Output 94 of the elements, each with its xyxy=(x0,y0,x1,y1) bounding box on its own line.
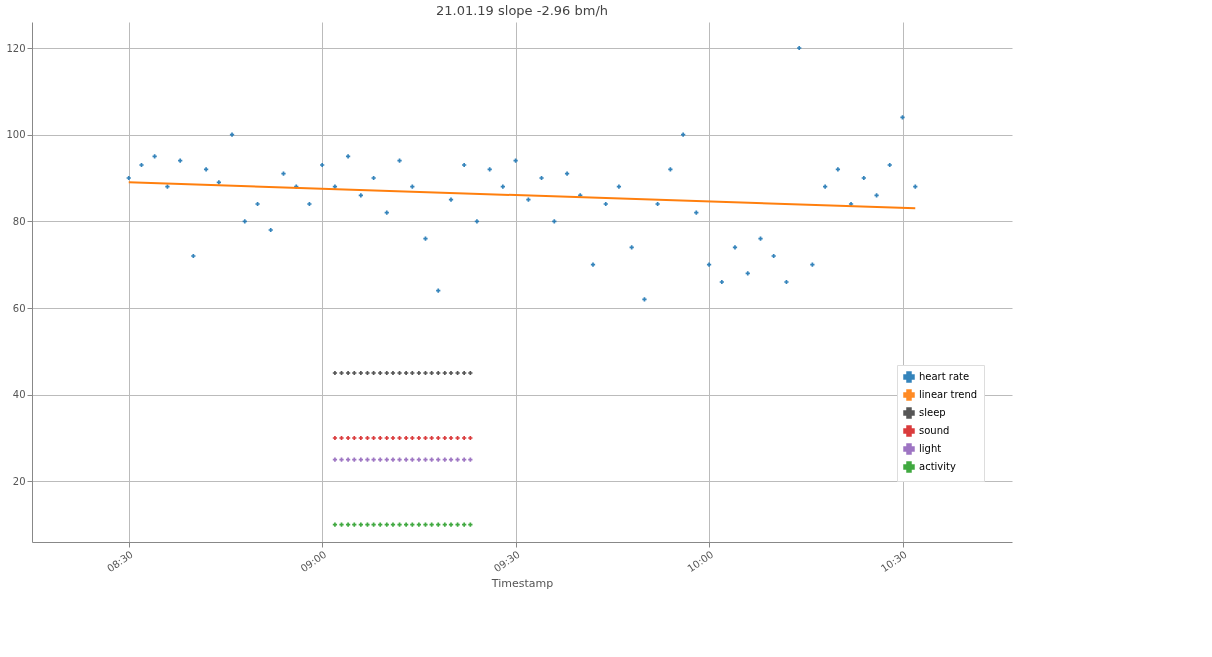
point xyxy=(345,522,351,527)
legend-label: sound xyxy=(919,425,950,436)
legend-label: activity xyxy=(919,461,956,472)
point xyxy=(436,522,441,527)
point xyxy=(442,435,447,441)
point xyxy=(378,370,383,376)
point xyxy=(404,370,409,376)
legend-label: linear trend xyxy=(919,389,978,400)
point xyxy=(339,457,344,462)
point xyxy=(365,457,370,462)
point xyxy=(429,522,434,527)
point xyxy=(358,370,363,376)
point xyxy=(397,370,402,376)
point xyxy=(365,370,370,376)
legend-label: heart rate xyxy=(919,371,970,382)
y-tick-label: 60 xyxy=(12,302,26,314)
point xyxy=(352,435,357,441)
point xyxy=(416,457,422,462)
point xyxy=(462,435,467,441)
point xyxy=(410,522,415,527)
legend-label: light xyxy=(919,443,942,454)
point xyxy=(339,522,344,527)
y-tick-label: 80 xyxy=(12,215,26,227)
point xyxy=(332,457,338,462)
point xyxy=(410,457,415,462)
point xyxy=(404,522,409,527)
point xyxy=(462,370,467,376)
x-axis-title: Timestamp xyxy=(490,577,554,591)
point xyxy=(390,522,396,527)
point xyxy=(384,457,389,462)
point xyxy=(429,435,434,441)
point xyxy=(358,522,363,527)
point xyxy=(436,457,441,462)
y-tick-label: 120 xyxy=(6,42,26,54)
point xyxy=(416,435,422,441)
point xyxy=(448,457,454,462)
point xyxy=(378,457,383,462)
point xyxy=(455,457,460,462)
point xyxy=(358,435,363,441)
y-tick-label: 40 xyxy=(12,389,26,401)
point xyxy=(352,457,357,462)
point xyxy=(404,435,409,441)
point xyxy=(416,370,422,376)
point xyxy=(365,435,370,441)
point xyxy=(352,370,357,376)
chart-title: 21.01.19 slope -2.96 bm/h xyxy=(435,3,609,18)
point xyxy=(358,457,363,462)
point xyxy=(352,522,357,527)
point xyxy=(410,435,415,441)
point xyxy=(442,370,447,376)
point xyxy=(448,522,454,527)
point xyxy=(429,370,434,376)
point xyxy=(448,370,454,376)
y-tick-label: 20 xyxy=(12,475,26,487)
point xyxy=(378,435,383,441)
point xyxy=(404,457,409,462)
point xyxy=(365,522,370,527)
point xyxy=(390,435,396,441)
point xyxy=(462,522,467,527)
point xyxy=(462,457,467,462)
point xyxy=(332,522,338,527)
point xyxy=(345,435,351,441)
point xyxy=(384,522,389,527)
point xyxy=(345,370,351,376)
y-tick-label: 100 xyxy=(6,129,26,141)
point xyxy=(455,435,460,441)
point xyxy=(345,457,351,462)
point xyxy=(436,370,441,376)
point xyxy=(339,435,344,441)
point xyxy=(397,435,402,441)
legend-label: sleep xyxy=(919,407,946,418)
point xyxy=(410,370,415,376)
point xyxy=(390,457,396,462)
point xyxy=(390,370,396,376)
point xyxy=(448,435,454,441)
point xyxy=(384,370,389,376)
point xyxy=(384,435,389,441)
point xyxy=(436,435,441,441)
point xyxy=(455,370,460,376)
point xyxy=(423,457,428,462)
point xyxy=(416,522,422,527)
point xyxy=(397,457,402,462)
point xyxy=(423,435,428,441)
point xyxy=(339,370,344,376)
point xyxy=(429,457,434,462)
point xyxy=(397,522,402,527)
point xyxy=(332,435,338,441)
point xyxy=(455,522,460,527)
point xyxy=(423,522,428,527)
point xyxy=(378,522,383,527)
point xyxy=(332,370,338,376)
point xyxy=(442,457,447,462)
point xyxy=(442,522,447,527)
point xyxy=(423,370,428,376)
